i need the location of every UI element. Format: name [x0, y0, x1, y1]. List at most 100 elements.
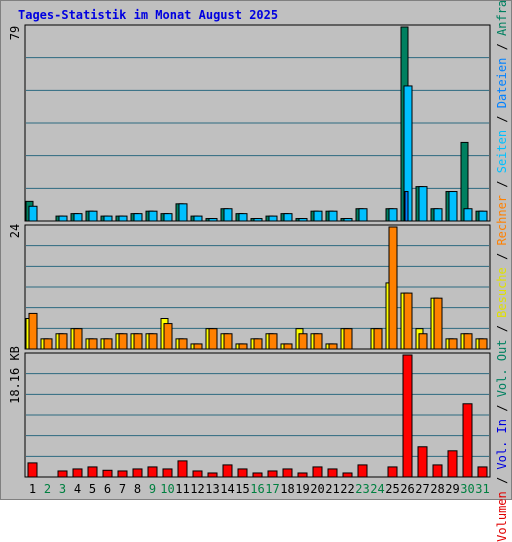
bar-dateien-19: [298, 218, 308, 222]
x-tick-label-28: 28: [430, 482, 445, 496]
x-tick-label-20: 20: [310, 482, 325, 496]
bar-dateien-23: [358, 208, 368, 222]
bar-dateien-27: [418, 186, 428, 222]
chart-title: Tages-Statistik im Monat August 2025: [18, 8, 279, 22]
x-tick-label-23: 23: [355, 482, 370, 496]
x-tick-label-4: 4: [73, 482, 82, 496]
bar-volumen-15: [237, 468, 248, 478]
bar-dateien-4: [73, 213, 83, 222]
bar-volumen-17: [267, 470, 278, 478]
bar-volumen-13: [207, 472, 218, 478]
bar-volumen-30: [462, 403, 473, 478]
bar-dateien-6: [103, 215, 113, 222]
bar-rechner-25: [388, 226, 398, 350]
bar-dateien-10: [163, 213, 173, 222]
bar-rechner-5: [88, 338, 98, 350]
bar-volumen-10: [162, 468, 173, 478]
x-tick-label-15: 15: [235, 482, 250, 496]
x-tick-label-25: 25: [385, 482, 400, 496]
x-tick-label-5: 5: [88, 482, 97, 496]
panel-volume: [24, 352, 491, 478]
bar-dateien-3: [58, 215, 68, 222]
bar-dateien-22: [343, 218, 353, 222]
daily-statistics-chart: [24, 24, 491, 478]
x-tick-label-26: 26: [400, 482, 415, 496]
bar-volumen-1: [27, 462, 38, 478]
bar-rechner-10: [163, 323, 173, 350]
x-tick-label-19: 19: [295, 482, 310, 496]
bar-dateien-1: [28, 205, 38, 222]
x-tick-label-18: 18: [280, 482, 295, 496]
x-tick-label-22: 22: [340, 482, 355, 496]
bar-rechner-16: [253, 338, 263, 350]
bar-rechner-11: [178, 338, 188, 350]
x-tick-label-1: 1: [28, 482, 37, 496]
x-tick-label-6: 6: [103, 482, 112, 496]
bar-dateien-18: [283, 213, 293, 222]
bar-volumen-16: [252, 472, 263, 478]
bar-rechner-30: [463, 333, 473, 350]
bar-rechner-21: [328, 343, 338, 350]
bar-rechner-28: [433, 297, 443, 350]
bar-volumen-23: [357, 464, 368, 478]
x-tick-label-16: 16: [250, 482, 265, 496]
bar-volumen-25: [387, 466, 398, 478]
bar-volumen-21: [327, 468, 338, 478]
bar-volumen-3: [57, 470, 68, 478]
bar-dateien-17: [268, 215, 278, 222]
x-tick-label-9: 9: [148, 482, 157, 496]
bar-volumen-27: [417, 446, 428, 478]
bar-volumen-4: [72, 468, 83, 478]
bar-rechner-22: [343, 328, 353, 350]
x-tick-label-30: 30: [460, 482, 475, 496]
x-tick-label-10: 10: [160, 482, 175, 496]
bar-volumen-19: [297, 472, 308, 478]
x-tick-label-29: 29: [445, 482, 460, 496]
bar-rechner-14: [223, 333, 233, 350]
bar-dateien-7: [118, 215, 128, 222]
bar-volumen-9: [147, 466, 158, 478]
x-tick-label-3: 3: [58, 482, 67, 496]
bar-dateien-31: [478, 210, 488, 222]
x-tick-label-14: 14: [220, 482, 235, 496]
x-tick-label-7: 7: [118, 482, 127, 496]
bar-dateien-28: [433, 208, 443, 222]
panel-requests: [24, 24, 491, 222]
x-tick-label-24: 24: [370, 482, 385, 496]
x-tick-label-27: 27: [415, 482, 430, 496]
bar-volumen-5: [87, 466, 98, 478]
x-tick-label-17: 17: [265, 482, 280, 496]
bar-volumen-8: [132, 468, 143, 478]
bar-rechner-27: [418, 333, 428, 350]
bar-dateien-14: [223, 208, 233, 222]
bar-rechner-8: [133, 333, 143, 350]
x-tick-label-21: 21: [325, 482, 340, 496]
bar-rechner-12: [193, 343, 203, 350]
bar-rechner-18: [283, 343, 293, 350]
bar-volumen-31: [477, 466, 488, 478]
bar-rechner-4: [73, 328, 83, 350]
bar-dateien-15: [238, 213, 248, 222]
bar-dateien-9: [148, 210, 158, 222]
x-tick-label-2: 2: [43, 482, 52, 496]
bar-volumen-6: [102, 469, 113, 478]
bar-rechner-29: [448, 338, 458, 350]
panel-visits: [24, 224, 491, 350]
x-tick-label-31: 31: [475, 482, 490, 496]
bar-dateien-20: [313, 210, 323, 222]
bar-rechner-26: [403, 292, 413, 350]
bar-dateien-11: [178, 203, 188, 222]
bar-seiten-26: [404, 191, 409, 222]
x-tick-label-11: 11: [175, 482, 190, 496]
bar-volumen-14: [222, 464, 233, 478]
bar-rechner-7: [118, 333, 128, 350]
bar-rechner-1: [28, 312, 38, 350]
bar-dateien-21: [328, 210, 338, 222]
bar-volumen-12: [192, 470, 203, 478]
bar-rechner-24: [373, 328, 383, 350]
bar-volumen-11: [177, 460, 188, 478]
bar-rechner-3: [58, 333, 68, 350]
bar-dateien-16: [253, 218, 263, 222]
bar-rechner-6: [103, 338, 113, 350]
bar-volumen-7: [117, 470, 128, 478]
